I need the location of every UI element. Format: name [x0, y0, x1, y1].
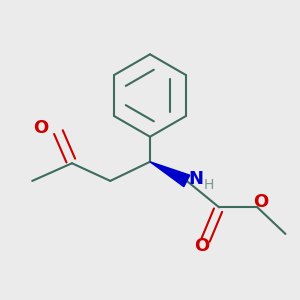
Text: H: H [204, 178, 214, 192]
Polygon shape [150, 162, 190, 187]
Text: N: N [188, 170, 203, 188]
Text: O: O [194, 237, 209, 255]
Text: O: O [33, 119, 48, 137]
Text: O: O [253, 193, 268, 211]
